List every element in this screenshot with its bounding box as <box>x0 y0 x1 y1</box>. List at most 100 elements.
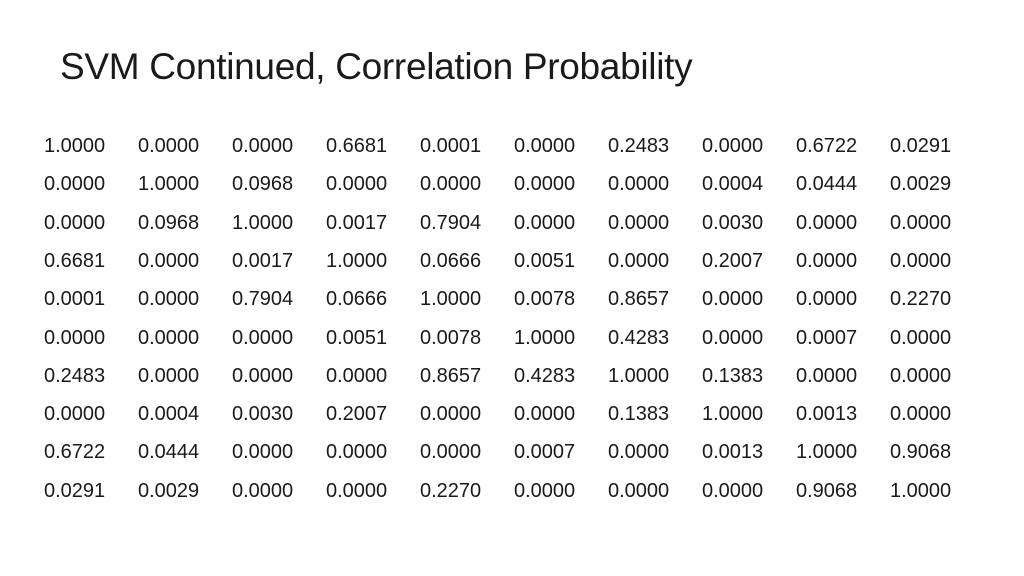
table-cell: 0.0000 <box>890 364 952 387</box>
table-cell: 0.0029 <box>890 173 952 196</box>
table-cell: 0.0000 <box>796 211 858 234</box>
table-cell: 0.6722 <box>44 441 106 464</box>
table-cell: 0.0000 <box>420 403 482 426</box>
table-cell: 0.0000 <box>232 441 294 464</box>
table-cell: 0.0000 <box>608 479 670 502</box>
table-cell: 0.0030 <box>702 211 764 234</box>
table-cell: 0.0000 <box>514 479 576 502</box>
table-cell: 0.0000 <box>44 403 106 426</box>
table-cell: 0.0000 <box>796 249 858 272</box>
table-cell: 0.0666 <box>420 249 482 272</box>
table-cell: 0.8657 <box>608 288 670 311</box>
table-cell: 1.0000 <box>608 364 670 387</box>
table-cell: 0.0000 <box>608 173 670 196</box>
table-cell: 0.0078 <box>420 326 482 349</box>
table-cell: 0.0000 <box>702 288 764 311</box>
table-cell: 0.6722 <box>796 135 858 157</box>
table-cell: 0.9068 <box>796 479 858 502</box>
table-cell: 0.2007 <box>326 403 388 426</box>
table-cell: 1.0000 <box>44 135 106 157</box>
table-cell: 0.4283 <box>514 364 576 387</box>
table-cell: 0.2007 <box>702 249 764 272</box>
table-cell: 0.0000 <box>138 364 200 387</box>
table-cell: 0.0000 <box>138 288 200 311</box>
table-cell: 0.0004 <box>138 403 200 426</box>
table-cell: 0.0000 <box>326 441 388 464</box>
slide-title: SVM Continued, Correlation Probability <box>60 46 693 87</box>
table-cell: 1.0000 <box>796 441 858 464</box>
table-cell: 0.7904 <box>420 211 482 234</box>
table-cell: 0.0007 <box>796 326 858 349</box>
table-cell: 0.0000 <box>890 326 952 349</box>
table-cell: 1.0000 <box>420 288 482 311</box>
table-cell: 0.6681 <box>44 249 106 272</box>
table-cell: 0.0013 <box>702 441 764 464</box>
table-cell: 1.0000 <box>702 403 764 426</box>
table-cell: 0.0291 <box>890 135 952 157</box>
table-cell: 1.0000 <box>514 326 576 349</box>
table-cell: 0.0029 <box>138 479 200 502</box>
table-cell: 0.2270 <box>890 288 952 311</box>
table-cell: 0.0000 <box>44 211 106 234</box>
table-cell: 0.8657 <box>420 364 482 387</box>
table-cell: 0.0013 <box>796 403 858 426</box>
table-cell: 0.0001 <box>44 288 106 311</box>
table-cell: 1.0000 <box>326 249 388 272</box>
table-cell: 0.0004 <box>702 173 764 196</box>
table-cell: 0.0000 <box>232 326 294 349</box>
table-cell: 0.0000 <box>890 403 952 426</box>
table-cell: 0.0000 <box>514 211 576 234</box>
table-cell: 0.0007 <box>514 441 576 464</box>
table-cell: 0.0000 <box>326 364 388 387</box>
table-cell: 0.0968 <box>232 173 294 196</box>
table-cell: 0.0000 <box>608 249 670 272</box>
table-cell: 0.0030 <box>232 403 294 426</box>
table-cell: 0.0000 <box>232 135 294 157</box>
table-cell: 0.0000 <box>514 173 576 196</box>
table-cell: 0.0000 <box>326 479 388 502</box>
table-cell: 0.0051 <box>326 326 388 349</box>
table-cell: 0.0000 <box>138 326 200 349</box>
table-cell: 0.0000 <box>420 173 482 196</box>
table-cell: 0.0000 <box>702 479 764 502</box>
table-cell: 0.0051 <box>514 249 576 272</box>
table-cell: 0.1383 <box>702 364 764 387</box>
table-cell: 0.0291 <box>44 479 106 502</box>
table-cell: 0.0666 <box>326 288 388 311</box>
table-cell: 1.0000 <box>138 173 200 196</box>
table-cell: 1.0000 <box>890 479 952 502</box>
table-cell: 0.0000 <box>890 249 952 272</box>
table-cell: 0.1383 <box>608 403 670 426</box>
table-cell: 0.0000 <box>44 173 106 196</box>
table-cell: 0.0000 <box>702 135 764 157</box>
table-cell: 0.0078 <box>514 288 576 311</box>
table-cell: 0.0000 <box>138 135 200 157</box>
table-cell: 0.0444 <box>138 441 200 464</box>
table-cell: 0.0000 <box>890 211 952 234</box>
table-cell: 0.6681 <box>326 135 388 157</box>
table-cell: 0.0000 <box>608 211 670 234</box>
table-cell: 0.0000 <box>796 364 858 387</box>
table-cell: 0.0017 <box>232 249 294 272</box>
table-cell: 0.0000 <box>796 288 858 311</box>
table-cell: 0.4283 <box>608 326 670 349</box>
table-cell: 0.2270 <box>420 479 482 502</box>
table-cell: 0.0000 <box>702 326 764 349</box>
table-cell: 0.0000 <box>420 441 482 464</box>
table-cell: 0.0000 <box>514 403 576 426</box>
table-cell: 0.0000 <box>326 173 388 196</box>
table-cell: 0.0000 <box>232 364 294 387</box>
table-cell: 0.9068 <box>890 441 952 464</box>
table-cell: 0.0968 <box>138 211 200 234</box>
table-cell: 0.0000 <box>608 441 670 464</box>
table-cell: 0.0000 <box>232 479 294 502</box>
table-cell: 0.0000 <box>44 326 106 349</box>
table-cell: 0.7904 <box>232 288 294 311</box>
table-cell: 0.0000 <box>138 249 200 272</box>
table-cell: 0.2483 <box>608 135 670 157</box>
table-cell: 0.2483 <box>44 364 106 387</box>
table-cell: 0.0001 <box>420 135 482 157</box>
table-cell: 0.0000 <box>514 135 576 157</box>
table-cell: 1.0000 <box>232 211 294 234</box>
